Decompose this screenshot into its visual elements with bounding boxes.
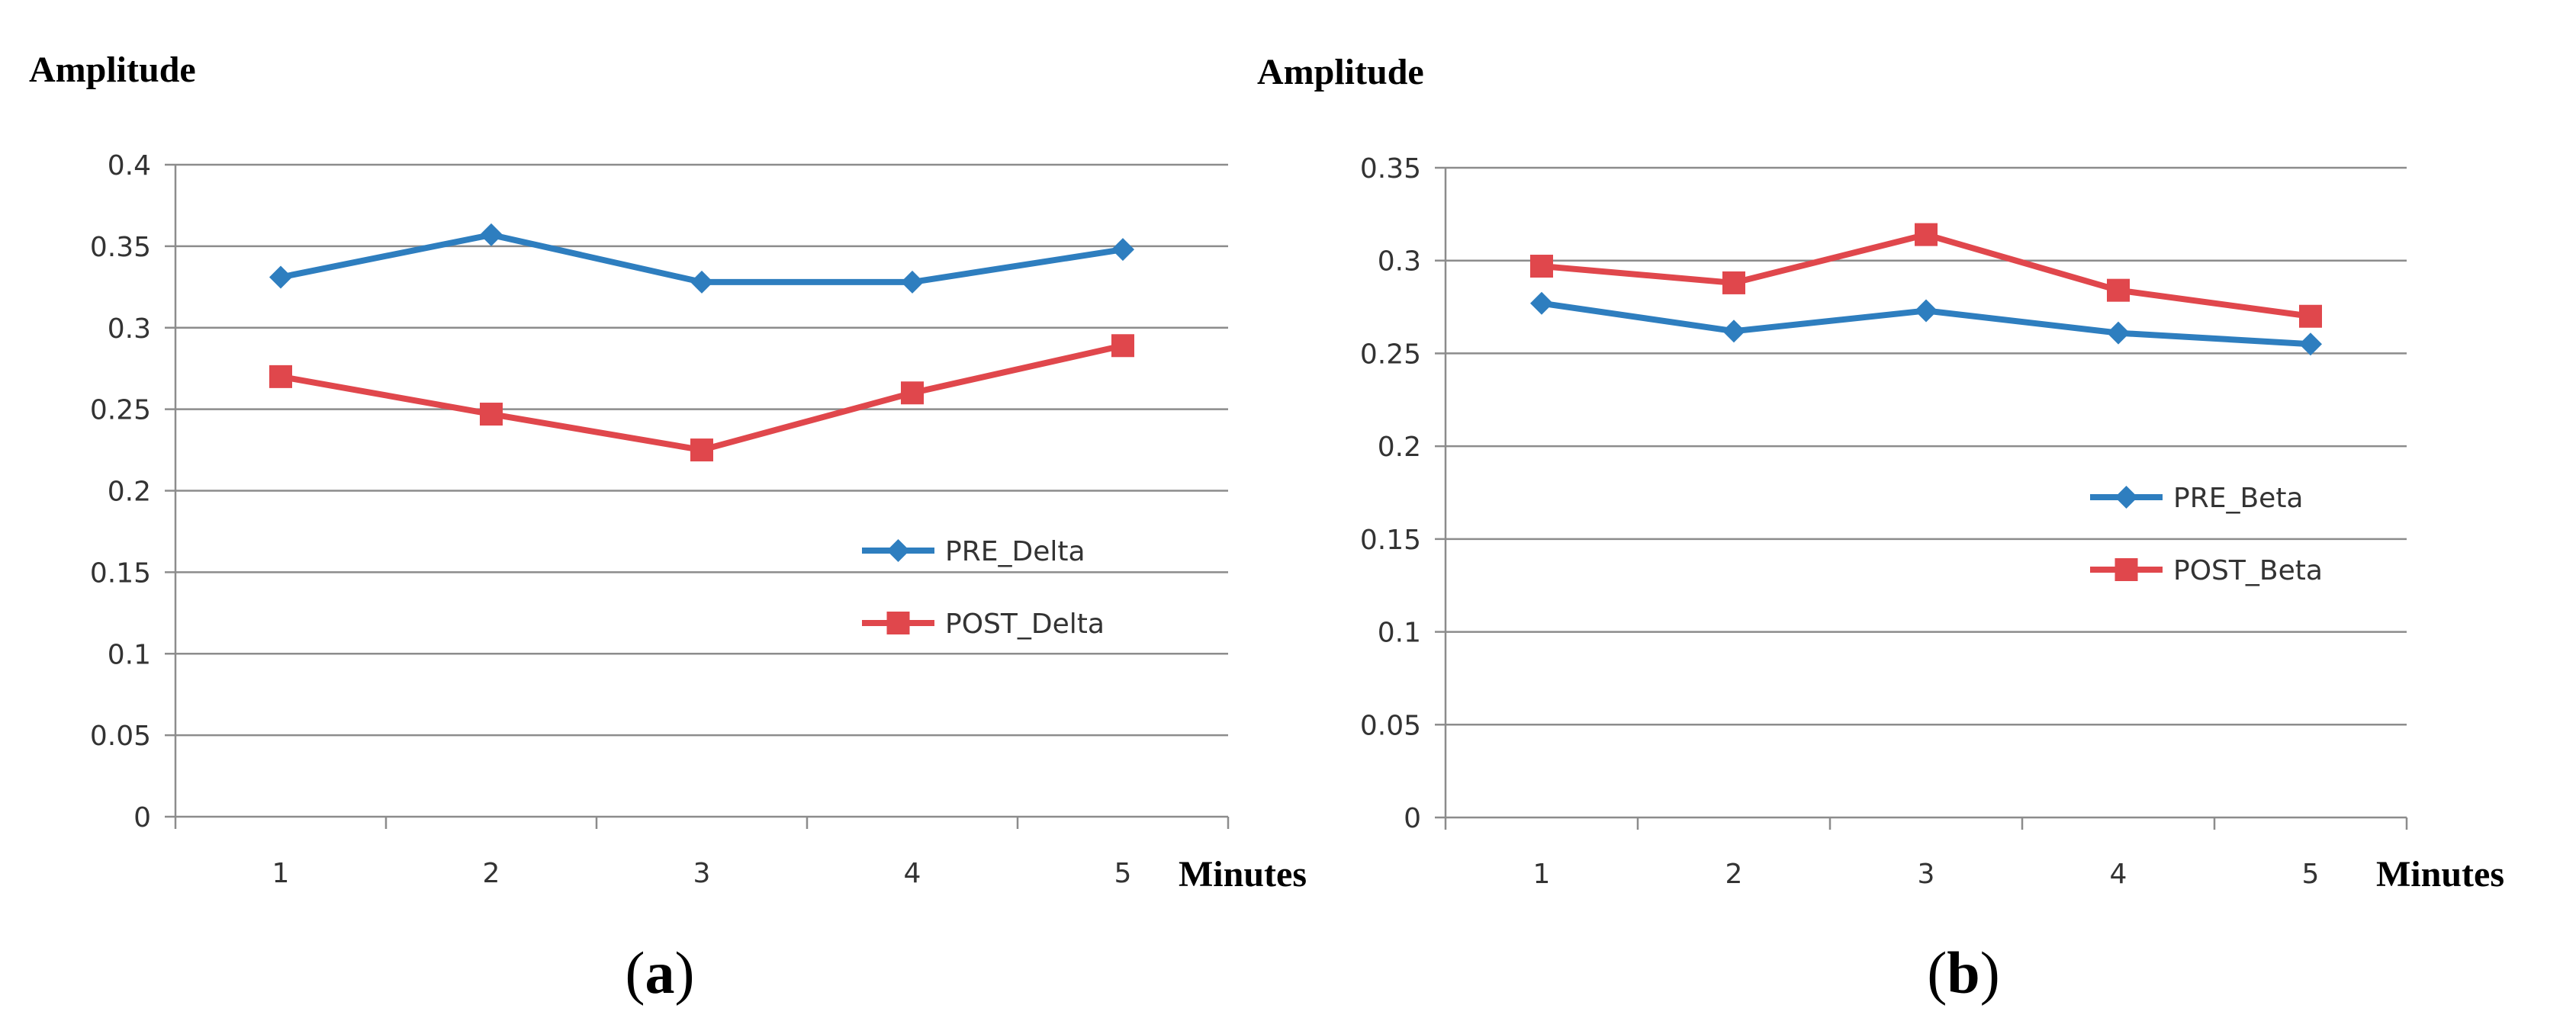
data-point-POST_Beta (1915, 223, 1938, 246)
y-tick-label: 0.3 (1378, 246, 1421, 278)
data-point-POST_Beta (1530, 255, 1553, 278)
y-tick-label: 0.35 (1360, 153, 1421, 185)
y-axis-title: Amplitude (1257, 52, 1424, 92)
y-tick-label: 0.05 (1360, 710, 1421, 741)
legend-label-POST_Beta: POST_Beta (2173, 555, 2323, 586)
y-tick-label: 0.25 (90, 395, 151, 426)
data-point-PRE_Delta (690, 270, 713, 294)
y-tick-label: 0.1 (108, 639, 151, 670)
legend-marker-POST_Beta (2115, 558, 2138, 581)
legend-label-PRE_Beta: PRE_Beta (2173, 483, 2304, 514)
data-point-PRE_Beta (2107, 321, 2130, 345)
data-point-PRE_Delta (269, 265, 292, 289)
legend-label-POST_Delta: POST_Delta (945, 609, 1105, 640)
data-point-POST_Delta (480, 403, 503, 426)
x-tick-label: 2 (483, 858, 500, 889)
data-point-POST_Delta (1111, 334, 1134, 358)
y-tick-label: 0.35 (90, 232, 151, 263)
legend-marker-PRE_Delta (886, 539, 910, 562)
data-point-POST_Delta (901, 381, 924, 405)
x-tick-label: 5 (1114, 858, 1132, 889)
x-axis-title: Minutes (1179, 854, 1307, 894)
legend-label-PRE_Delta: PRE_Delta (945, 536, 1085, 567)
y-tick-label: 0.2 (108, 477, 151, 508)
x-axis-title: Minutes (2376, 854, 2504, 894)
y-axis-title: Amplitude (29, 50, 196, 90)
panel-label: (b) (1927, 939, 1999, 1006)
y-tick-label: 0 (1404, 803, 1421, 834)
x-tick-label: 5 (2302, 859, 2320, 890)
data-point-POST_Delta (690, 438, 713, 462)
y-tick-label: 0.15 (90, 557, 151, 589)
series-line-POST_Delta (278, 342, 1126, 454)
x-tick-label: 3 (1918, 859, 1935, 890)
data-point-PRE_Beta (1530, 291, 1553, 315)
y-tick-label: 0.25 (1360, 339, 1421, 370)
x-tick-label: 2 (1725, 859, 1743, 890)
y-tick-label: 0.05 (90, 721, 151, 752)
x-tick-label: 1 (272, 858, 290, 889)
chart-panel-a: 0 0.05 0.1 0.15 0.2 0.25 0.3 0.35 0.4 1 2 3 4 5 PRE_De… (29, 50, 1307, 1006)
data-point-POST_Beta (2107, 278, 2130, 302)
data-point-PRE_Beta (1722, 320, 1745, 343)
y-tick-label: 0.15 (1360, 525, 1421, 556)
legend-marker-POST_Delta (886, 612, 910, 634)
y-tick-label: 0.4 (108, 150, 151, 181)
x-tick-label: 4 (2110, 859, 2127, 890)
x-tick-label: 3 (693, 858, 711, 889)
y-tick-label: 0 (133, 802, 151, 833)
x-tick-label: 1 (1533, 859, 1551, 890)
y-tick-label: 0.2 (1378, 432, 1421, 463)
panel-label: (a) (626, 939, 695, 1006)
x-tick-label: 4 (904, 858, 921, 889)
y-tick-label: 0.1 (1378, 618, 1421, 649)
data-point-POST_Beta (2299, 304, 2322, 328)
data-point-POST_Delta (269, 365, 292, 388)
data-point-POST_Beta (1722, 271, 1745, 294)
data-point-PRE_Beta (2299, 332, 2322, 356)
data-point-PRE_Delta (901, 270, 924, 294)
chart-panel-b: 0 0.05 0.1 0.15 0.2 0.25 0.3 0.35 1 2 3 4 5 PRE_Beta P… (1257, 52, 2504, 1006)
legend-marker-PRE_Beta (2115, 486, 2138, 509)
data-point-PRE_Delta (480, 223, 503, 246)
y-tick-label: 0.3 (108, 313, 151, 345)
data-point-PRE_Delta (1111, 238, 1134, 262)
data-point-PRE_Beta (1915, 299, 1938, 323)
